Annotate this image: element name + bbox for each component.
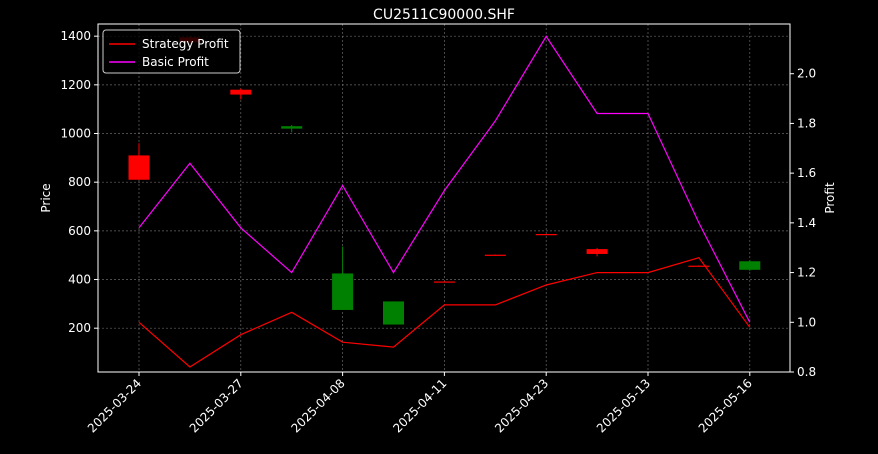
candle bbox=[535, 233, 557, 236]
y-axis-label-left: Price bbox=[39, 183, 53, 212]
y-axis-label-right: Profit bbox=[823, 182, 837, 214]
legend-label-basic-profit: Basic Profit bbox=[142, 55, 209, 69]
y-tick-label-left: 800 bbox=[68, 175, 91, 189]
legend-label-strategy-profit: Strategy Profit bbox=[142, 37, 229, 51]
y-tick-label-right: 1.4 bbox=[797, 216, 816, 230]
candle-body bbox=[433, 281, 455, 283]
grid bbox=[98, 24, 790, 372]
candles bbox=[128, 36, 761, 325]
candle-body bbox=[484, 254, 506, 256]
candle-body bbox=[332, 273, 354, 310]
candle-body bbox=[383, 301, 404, 325]
y-tick-label-left: 1200 bbox=[60, 78, 91, 92]
y-tick-label-right: 2.0 bbox=[797, 67, 816, 81]
candle bbox=[688, 265, 710, 267]
candle-body bbox=[535, 234, 557, 236]
candle-body bbox=[739, 261, 761, 270]
y-tick-label-left: 400 bbox=[68, 273, 91, 287]
candle-body bbox=[688, 265, 710, 267]
candle bbox=[383, 301, 404, 325]
candle bbox=[739, 260, 761, 272]
y-tick-label-right: 1.0 bbox=[797, 315, 816, 329]
candle bbox=[128, 143, 150, 180]
candle-body bbox=[586, 249, 608, 254]
candle-body bbox=[281, 126, 303, 129]
strategy-profit-line bbox=[138, 257, 751, 368]
y-tick-label-left: 1000 bbox=[60, 127, 91, 141]
candle-body bbox=[128, 155, 150, 180]
candle bbox=[433, 281, 455, 283]
y-tick-label-right: 0.8 bbox=[797, 365, 816, 379]
candle bbox=[586, 247, 608, 257]
candle bbox=[230, 88, 252, 100]
y-tick-label-left: 600 bbox=[68, 224, 91, 238]
candle bbox=[281, 124, 303, 133]
profit-lines bbox=[138, 35, 751, 368]
chart-title: CU2511C90000.SHF bbox=[373, 7, 515, 23]
y-tick-label-right: 1.2 bbox=[797, 266, 816, 280]
y-tick-label-left: 1400 bbox=[60, 29, 91, 43]
candle-body bbox=[230, 89, 252, 95]
candle bbox=[332, 246, 354, 310]
candle bbox=[484, 254, 506, 256]
y-tick-label-right: 1.6 bbox=[797, 166, 816, 180]
y-tick-label-right: 1.8 bbox=[797, 116, 816, 130]
legend-box bbox=[102, 29, 241, 74]
legend: Strategy Profit Basic Profit bbox=[102, 29, 241, 74]
basic-profit-line bbox=[138, 35, 751, 323]
y-tick-label-left: 200 bbox=[68, 321, 91, 335]
